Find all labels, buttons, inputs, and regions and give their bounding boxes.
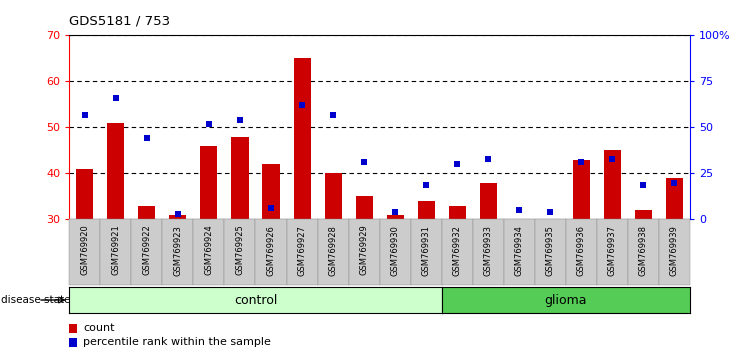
- Text: count: count: [83, 323, 115, 333]
- Point: [327, 112, 339, 118]
- Text: GSM769938: GSM769938: [639, 225, 648, 276]
- Bar: [380, 219, 410, 285]
- Point: [203, 121, 215, 127]
- Text: disease state: disease state: [1, 295, 71, 305]
- Bar: [293, 58, 310, 219]
- Bar: [658, 219, 690, 285]
- Point: [669, 180, 680, 185]
- Point: [607, 156, 618, 161]
- Bar: [77, 169, 93, 219]
- Bar: [473, 219, 504, 285]
- Bar: [410, 219, 442, 285]
- Bar: [193, 219, 225, 285]
- Point: [451, 161, 463, 167]
- Point: [420, 182, 432, 187]
- Text: GSM769937: GSM769937: [608, 225, 617, 276]
- Bar: [596, 219, 628, 285]
- Bar: [449, 206, 466, 219]
- Text: GSM769921: GSM769921: [112, 225, 120, 275]
- Bar: [318, 219, 348, 285]
- Text: GSM769920: GSM769920: [80, 225, 89, 275]
- Text: GSM769939: GSM769939: [670, 225, 679, 276]
- Point: [110, 95, 122, 101]
- Bar: [635, 210, 652, 219]
- Point: [79, 112, 91, 118]
- Text: GDS5181 / 753: GDS5181 / 753: [69, 14, 171, 27]
- Point: [141, 136, 153, 141]
- Bar: [442, 219, 473, 285]
- Bar: [169, 215, 186, 219]
- Text: GSM769922: GSM769922: [142, 225, 151, 275]
- Bar: [325, 173, 342, 219]
- Bar: [255, 219, 286, 285]
- Text: GSM769928: GSM769928: [328, 225, 337, 276]
- Bar: [131, 219, 162, 285]
- Bar: [263, 164, 280, 219]
- Text: percentile rank within the sample: percentile rank within the sample: [83, 337, 271, 348]
- Text: GSM769930: GSM769930: [391, 225, 399, 276]
- Point: [389, 209, 401, 215]
- Bar: [286, 219, 318, 285]
- Bar: [418, 201, 434, 219]
- Point: [265, 206, 277, 211]
- Bar: [604, 150, 620, 219]
- Point: [296, 103, 308, 108]
- Bar: [573, 160, 590, 219]
- Text: GSM769927: GSM769927: [298, 225, 307, 276]
- Bar: [69, 219, 100, 285]
- Bar: [107, 123, 124, 219]
- Point: [513, 207, 525, 213]
- Bar: [349, 219, 380, 285]
- Bar: [201, 146, 218, 219]
- Text: GSM769932: GSM769932: [453, 225, 461, 276]
- Bar: [480, 183, 496, 219]
- Text: GSM769924: GSM769924: [204, 225, 213, 275]
- Text: GSM769931: GSM769931: [422, 225, 431, 276]
- Text: GSM769923: GSM769923: [174, 225, 182, 276]
- Text: GSM769925: GSM769925: [236, 225, 245, 275]
- Bar: [566, 219, 596, 285]
- Text: glioma: glioma: [545, 293, 587, 307]
- Bar: [504, 219, 534, 285]
- Point: [483, 156, 494, 161]
- Text: GSM769926: GSM769926: [266, 225, 275, 276]
- Bar: [666, 178, 683, 219]
- Bar: [628, 219, 658, 285]
- Bar: [101, 219, 131, 285]
- Bar: [387, 215, 404, 219]
- Bar: [224, 219, 255, 285]
- Point: [358, 160, 370, 165]
- Text: GSM769935: GSM769935: [546, 225, 555, 276]
- Text: control: control: [234, 293, 277, 307]
- Text: GSM769936: GSM769936: [577, 225, 585, 276]
- Bar: [534, 219, 566, 285]
- Text: GSM769933: GSM769933: [484, 225, 493, 276]
- Point: [637, 182, 649, 187]
- Point: [234, 117, 246, 123]
- Point: [575, 160, 587, 165]
- Bar: [356, 196, 372, 219]
- Bar: [162, 219, 193, 285]
- Text: GSM769934: GSM769934: [515, 225, 523, 276]
- Point: [545, 209, 556, 215]
- Bar: [231, 137, 248, 219]
- Text: GSM769929: GSM769929: [360, 225, 369, 275]
- Point: [172, 211, 184, 217]
- Bar: [139, 206, 155, 219]
